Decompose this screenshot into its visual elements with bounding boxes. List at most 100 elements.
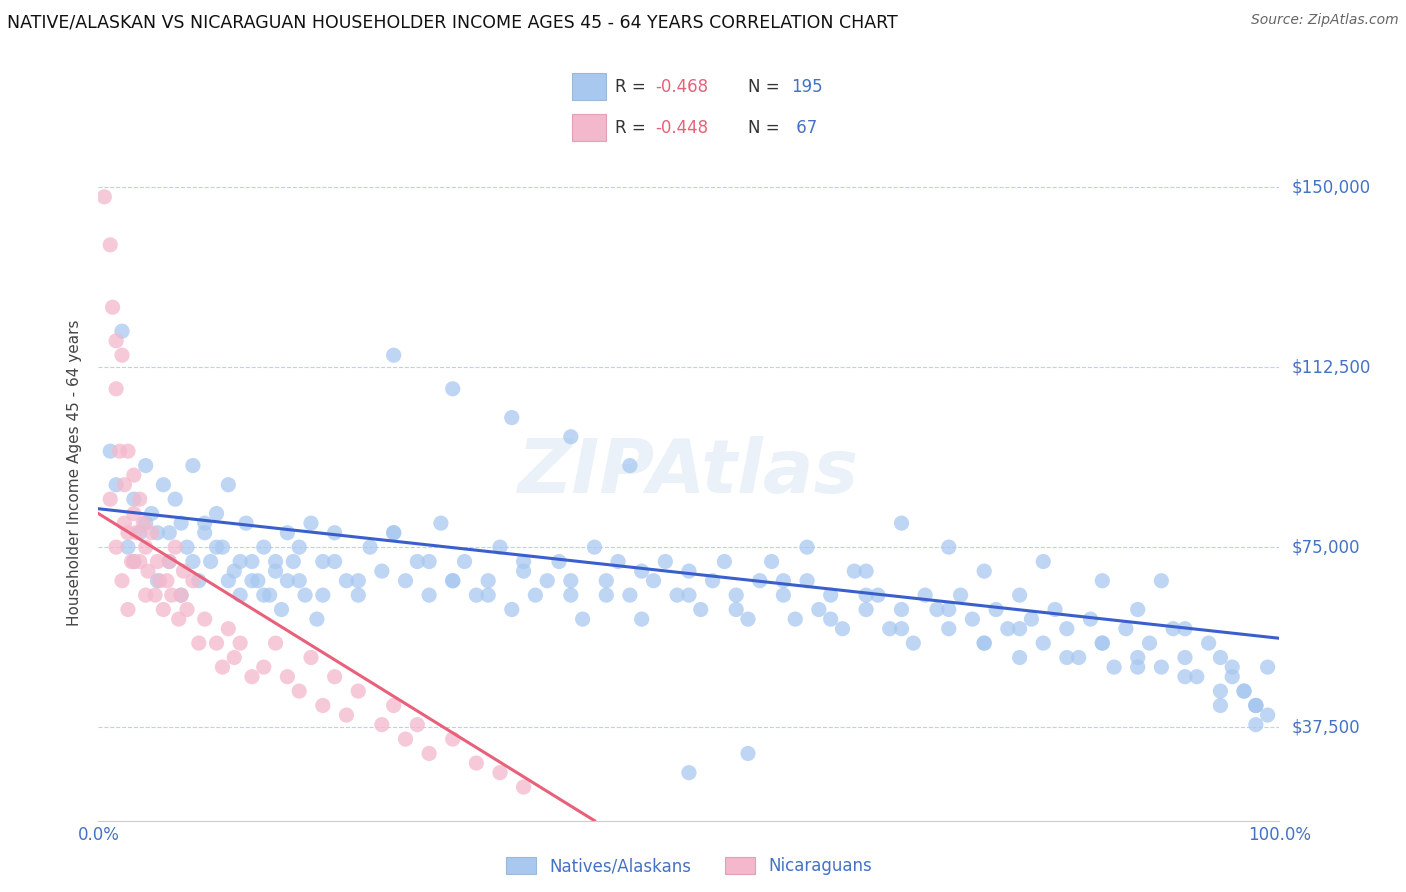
Text: 195: 195 — [792, 78, 823, 95]
Point — [1126, 602, 1149, 616]
Point — [477, 588, 499, 602]
Point — [938, 540, 960, 554]
Point — [224, 650, 246, 665]
Point — [1056, 650, 1078, 665]
Point — [1008, 650, 1031, 665]
Point — [666, 588, 689, 602]
Point — [737, 612, 759, 626]
Point — [630, 612, 652, 626]
Point — [772, 574, 794, 588]
Point — [962, 612, 984, 626]
Point — [157, 555, 180, 569]
Point — [560, 588, 582, 602]
Point — [406, 717, 429, 731]
Point — [125, 525, 148, 540]
Text: ZIPAtlas: ZIPAtlas — [519, 436, 859, 509]
Point — [1021, 612, 1043, 626]
Point — [143, 588, 166, 602]
Point — [772, 588, 794, 602]
Point — [299, 516, 322, 530]
Point — [1102, 660, 1125, 674]
Point — [101, 300, 124, 314]
Text: -0.448: -0.448 — [655, 119, 709, 136]
Point — [785, 612, 807, 626]
Point — [105, 382, 128, 396]
Point — [689, 602, 711, 616]
Point — [264, 564, 287, 578]
Point — [1091, 574, 1114, 588]
Point — [93, 190, 115, 204]
Point — [176, 602, 198, 616]
Point — [619, 458, 641, 473]
Point — [1008, 622, 1031, 636]
Point — [441, 574, 464, 588]
Point — [1126, 660, 1149, 674]
Point — [170, 588, 193, 602]
Point — [643, 574, 665, 588]
Point — [312, 698, 335, 713]
Point — [259, 588, 281, 602]
Point — [630, 564, 652, 578]
Point — [172, 564, 194, 578]
Point — [112, 477, 135, 491]
Point — [748, 574, 770, 588]
Point — [997, 622, 1019, 636]
Point — [1220, 670, 1243, 684]
Point — [128, 555, 150, 569]
Point — [152, 477, 174, 491]
Point — [299, 650, 322, 665]
Point — [108, 444, 131, 458]
Point — [725, 588, 748, 602]
Point — [1080, 612, 1102, 626]
Text: $112,500: $112,500 — [1291, 359, 1371, 376]
Point — [371, 564, 394, 578]
Point — [654, 555, 676, 569]
Point — [165, 492, 187, 507]
Point — [382, 698, 405, 713]
Point — [1091, 636, 1114, 650]
Point — [149, 574, 172, 588]
Text: $75,000: $75,000 — [1291, 538, 1360, 556]
Point — [512, 780, 534, 794]
Point — [973, 564, 995, 578]
Point — [465, 588, 488, 602]
Point — [235, 516, 257, 530]
Text: Source: ZipAtlas.com: Source: ZipAtlas.com — [1251, 13, 1399, 28]
Point — [181, 458, 204, 473]
Point — [187, 636, 209, 650]
Point — [583, 540, 606, 554]
Point — [98, 492, 121, 507]
Point — [170, 588, 193, 602]
Point — [855, 602, 877, 616]
Point — [938, 622, 960, 636]
Point — [276, 574, 298, 588]
Point — [200, 555, 222, 569]
Point — [323, 555, 346, 569]
Point — [111, 348, 134, 362]
Point — [1209, 684, 1232, 698]
Legend: Natives/Alaskans, Nicaraguans: Natives/Alaskans, Nicaraguans — [499, 850, 879, 882]
Point — [217, 574, 239, 588]
Point — [276, 525, 298, 540]
Point — [347, 684, 370, 698]
Point — [181, 574, 204, 588]
Point — [135, 540, 157, 554]
Point — [1008, 588, 1031, 602]
Point — [253, 660, 276, 674]
Point — [283, 555, 305, 569]
Point — [1174, 670, 1197, 684]
Y-axis label: Householder Income Ages 45 - 64 years: Householder Income Ages 45 - 64 years — [67, 319, 83, 626]
Point — [890, 516, 912, 530]
Text: N =: N = — [748, 78, 785, 95]
Point — [98, 444, 121, 458]
Point — [253, 588, 276, 602]
Point — [761, 555, 783, 569]
Point — [855, 564, 877, 578]
Point — [335, 574, 357, 588]
Point — [1198, 636, 1220, 650]
Point — [288, 684, 311, 698]
Point — [117, 525, 139, 540]
Point — [211, 660, 233, 674]
Point — [418, 555, 440, 569]
Point — [607, 555, 630, 569]
